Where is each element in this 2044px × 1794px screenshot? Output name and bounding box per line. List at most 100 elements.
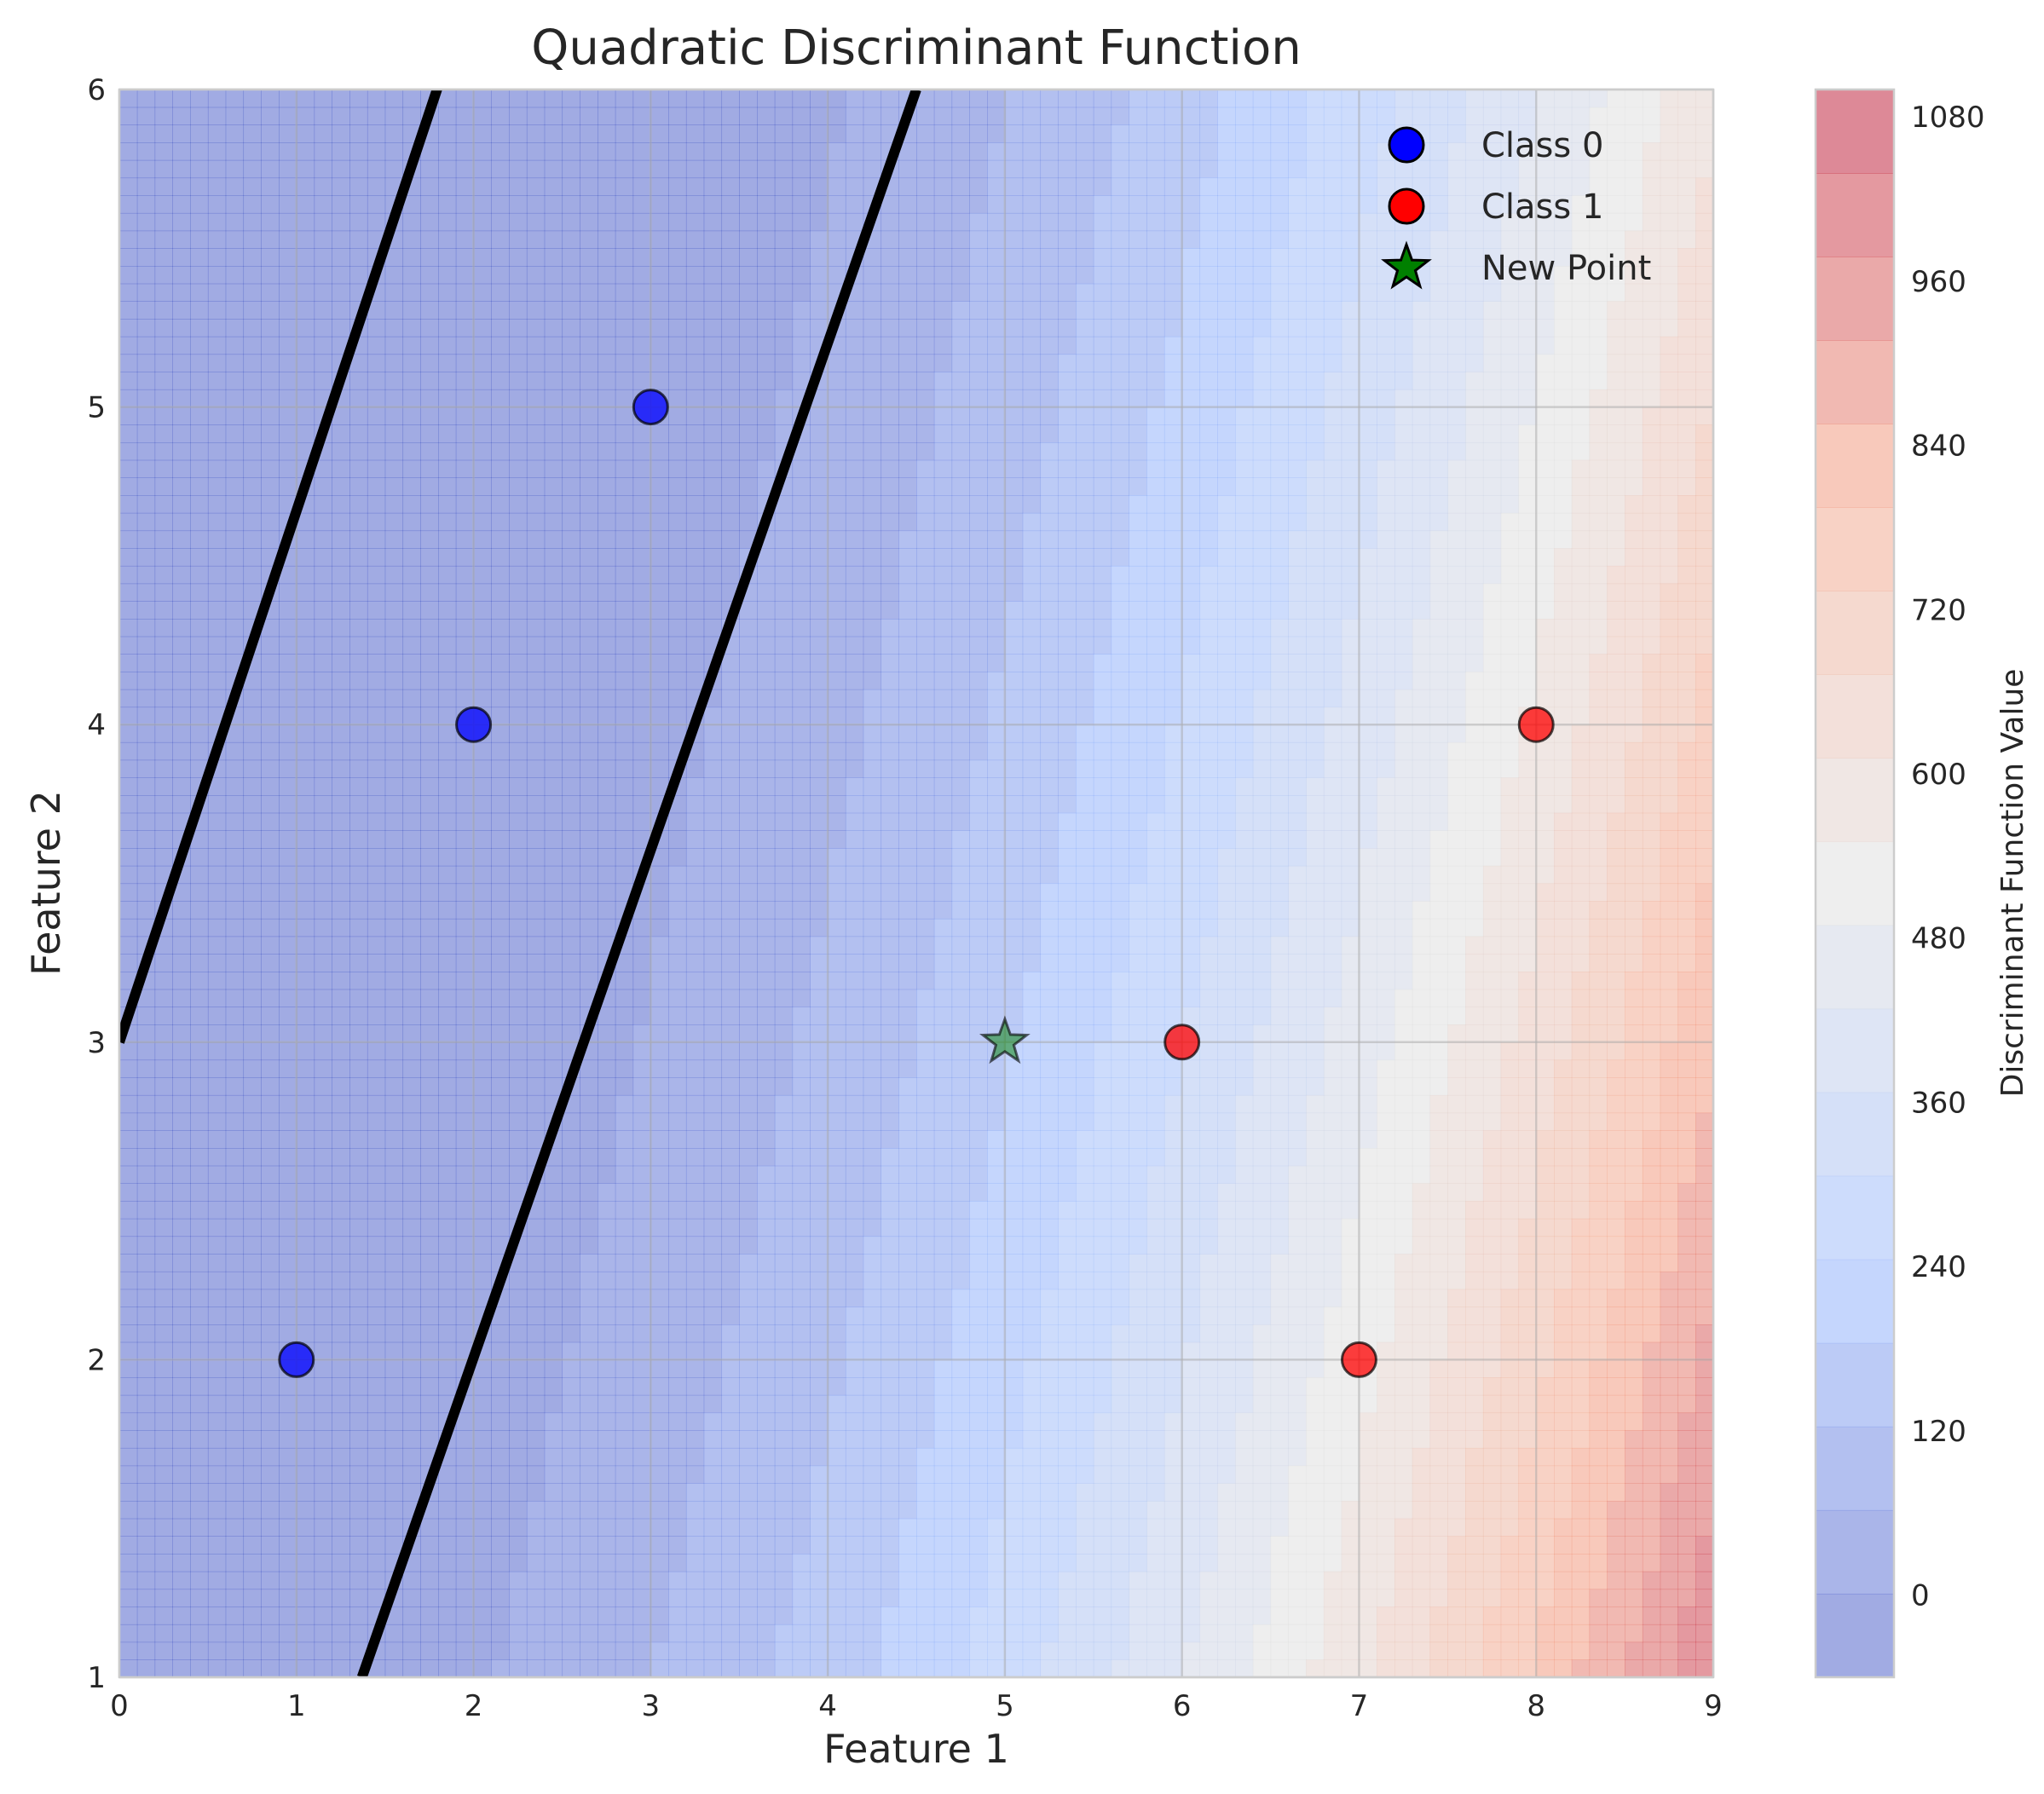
contour-cell — [314, 901, 332, 920]
contour-cell — [580, 354, 598, 372]
contour-cell — [951, 319, 970, 337]
contour-cell — [845, 177, 864, 196]
contour-cell — [402, 1112, 421, 1131]
contour-cell — [509, 724, 528, 743]
contour-cell — [580, 477, 598, 496]
contour-cell — [526, 1359, 546, 1378]
contour-cell — [703, 230, 723, 249]
contour-cell — [774, 195, 794, 214]
contour-cell — [349, 1501, 368, 1520]
contour-cell — [810, 1501, 829, 1520]
contour-cell — [509, 389, 528, 408]
contour-cell — [349, 159, 368, 179]
contour-cell — [438, 372, 457, 390]
contour-cell — [739, 989, 758, 1007]
contour-cell — [863, 477, 882, 496]
contour-cell — [739, 1659, 758, 1677]
contour-cell — [881, 1607, 899, 1625]
contour-cell — [526, 601, 546, 620]
contour-cell — [438, 954, 457, 972]
contour-cell — [1040, 442, 1059, 461]
contour-cell — [951, 301, 970, 320]
contour-cell — [349, 248, 368, 267]
contour-cell — [1022, 212, 1042, 232]
contour-cell — [845, 636, 864, 655]
contour-cell — [526, 389, 546, 408]
contour-cell — [739, 1589, 758, 1607]
contour-cell — [349, 1589, 368, 1607]
contour-cell — [367, 1112, 386, 1131]
contour-cell — [438, 301, 457, 320]
contour-cell — [598, 1501, 616, 1520]
contour-cell — [261, 1289, 280, 1307]
contour-cell — [384, 424, 404, 443]
contour-cell — [473, 936, 492, 955]
contour-cell — [473, 759, 492, 778]
contour-cell — [580, 672, 598, 690]
contour-cell — [898, 1024, 917, 1043]
contour-cell — [349, 1148, 368, 1167]
contour-cell — [580, 1554, 598, 1572]
contour-cell — [685, 1183, 705, 1202]
contour-cell — [544, 1607, 563, 1625]
contour-cell — [402, 512, 421, 532]
contour-cell — [367, 389, 386, 408]
contour-cell — [1004, 1412, 1024, 1431]
contour-cell — [792, 565, 811, 585]
contour-cell — [1022, 1289, 1042, 1307]
contour-cell — [828, 989, 846, 1007]
contour-cell — [172, 724, 191, 743]
contour-cell — [881, 530, 899, 549]
contour-cell — [580, 212, 598, 232]
contour-cell — [1076, 972, 1094, 990]
contour-cell — [243, 1641, 262, 1660]
contour-cell — [243, 583, 262, 602]
contour-cell — [828, 1165, 846, 1184]
contour-cell — [951, 1324, 970, 1343]
contour-cell — [721, 354, 740, 372]
contour-cell — [1022, 1324, 1042, 1343]
contour-cell — [296, 707, 315, 725]
contour-cell — [154, 1112, 173, 1131]
contour-cell — [562, 1148, 580, 1167]
contour-cell — [402, 1430, 421, 1449]
contour-cell — [420, 1130, 439, 1149]
contour-cell — [810, 689, 829, 708]
contour-cell — [810, 424, 829, 443]
contour-cell — [739, 512, 758, 532]
contour-cell — [420, 865, 439, 885]
contour-cell — [172, 424, 191, 443]
contour-cell — [615, 1641, 634, 1660]
contour-cell — [951, 124, 970, 143]
contour-cell — [987, 1624, 1006, 1643]
contour-cell — [774, 389, 794, 408]
contour-cell — [420, 1148, 439, 1167]
contour-cell — [933, 583, 953, 602]
contour-cell — [792, 954, 811, 972]
contour-cell — [951, 1236, 970, 1255]
contour-cell — [951, 918, 970, 937]
contour-cell — [279, 1094, 297, 1114]
contour-cell — [455, 1059, 475, 1078]
contour-cell — [491, 1041, 510, 1061]
contour-cell — [349, 1236, 368, 1255]
contour-cell — [562, 707, 580, 725]
contour-cell — [757, 1130, 776, 1149]
contour-cell — [119, 707, 138, 725]
contour-cell — [739, 1536, 758, 1555]
contour-cell — [384, 1430, 404, 1449]
contour-cell — [207, 1059, 227, 1078]
contour-cell — [881, 565, 899, 585]
contour-cell — [225, 177, 245, 196]
contour-cell — [951, 583, 970, 602]
contour-cell — [1076, 1007, 1094, 1025]
contour-cell — [384, 1641, 404, 1660]
contour-cell — [420, 512, 439, 532]
contour-cell — [438, 1341, 457, 1360]
contour-cell — [172, 1624, 191, 1643]
contour-cell — [420, 1377, 439, 1396]
contour-cell — [863, 266, 882, 285]
contour-cell — [598, 1254, 616, 1272]
contour-cell — [1004, 1377, 1024, 1396]
contour-cell — [668, 1589, 687, 1607]
